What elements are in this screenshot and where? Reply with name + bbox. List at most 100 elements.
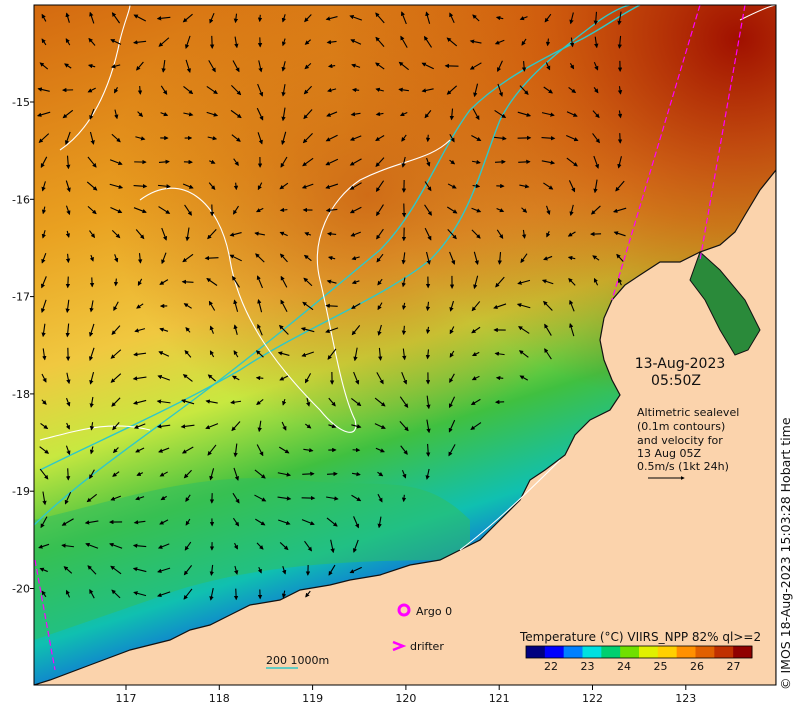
drifter-label: drifter xyxy=(410,640,444,653)
velocity-arrow xyxy=(39,62,49,70)
velocity-arrow xyxy=(303,448,314,453)
colorbar-swatch xyxy=(657,646,678,658)
velocity-arrow xyxy=(156,399,171,404)
velocity-arrow xyxy=(159,279,169,285)
velocity-arrow xyxy=(161,252,167,265)
velocity-arrow xyxy=(471,375,480,381)
velocity-arrow xyxy=(424,204,432,216)
velocity-arrow xyxy=(617,86,623,95)
velocity-arrow xyxy=(65,299,70,314)
isobath-1000m xyxy=(39,5,631,471)
velocity-arrow xyxy=(209,468,215,481)
velocity-arrow xyxy=(136,303,144,309)
velocity-arrow xyxy=(375,135,385,141)
velocity-arrow xyxy=(471,301,481,312)
velocity-arrow xyxy=(184,541,192,551)
velocity-arrow xyxy=(89,469,95,480)
velocity-arrow xyxy=(258,60,263,73)
velocity-arrow xyxy=(518,159,531,165)
map-frame xyxy=(33,4,777,686)
velocity-arrow xyxy=(255,350,264,358)
velocity-arrow xyxy=(160,112,169,117)
latitude-ticks: -15 -16 -17 -18 -19 -20 xyxy=(12,96,34,596)
velocity-arrow xyxy=(281,38,287,47)
velocity-arrow xyxy=(377,493,383,503)
velocity-arrow xyxy=(519,375,529,381)
velocity-arrow xyxy=(519,16,528,21)
velocity-arrow xyxy=(376,228,384,240)
velocity-arrow xyxy=(447,183,457,189)
lon-tick-label: 117 xyxy=(116,692,137,705)
lon-tick-label: 122 xyxy=(582,692,603,705)
velocity-arrow xyxy=(88,37,96,46)
velocity-arrow xyxy=(375,87,384,93)
velocity-arrow xyxy=(156,16,171,21)
velocity-arrow xyxy=(398,87,409,92)
lon-tick-label: 120 xyxy=(395,692,416,705)
velocity-arrow xyxy=(375,157,385,167)
colorbar-ticks: 22 23 24 25 26 27 xyxy=(544,660,741,673)
velocity-arrow xyxy=(41,399,47,405)
velocity-arrow xyxy=(233,299,239,312)
velocity-arrow xyxy=(566,135,579,142)
velocity-arrow xyxy=(185,59,191,73)
velocity-arrow xyxy=(233,182,239,191)
velocity-arrow xyxy=(256,275,263,289)
velocity-arrow xyxy=(613,231,626,237)
velocity-arrow xyxy=(158,37,170,47)
velocity-arrow xyxy=(280,299,288,312)
velocity-arrow xyxy=(281,61,286,72)
velocity-arrow xyxy=(280,275,288,288)
velocity-arrow xyxy=(300,327,315,333)
lon-tick-label: 123 xyxy=(675,692,696,705)
velocity-arrow xyxy=(206,277,218,286)
velocity-arrow xyxy=(325,16,338,21)
velocity-arrow xyxy=(231,421,241,432)
velocity-arrow xyxy=(304,540,313,552)
velocity-arrow xyxy=(181,279,194,285)
velocity-arrow xyxy=(257,83,264,97)
velocity-arrow xyxy=(375,447,385,453)
velocity-arrow xyxy=(401,134,407,142)
velocity-arrow xyxy=(279,542,289,551)
velocity-arrow xyxy=(546,231,551,238)
velocity-arrow xyxy=(544,348,552,360)
velocity-arrow xyxy=(233,350,239,358)
velocity-arrow xyxy=(352,539,359,553)
colorbar-swatch xyxy=(544,646,565,658)
drifter-tracks xyxy=(34,5,746,671)
note-line-3: and velocity for xyxy=(637,434,723,447)
velocity-arrow xyxy=(42,348,47,361)
velocity-arrow xyxy=(375,12,385,24)
velocity-arrow xyxy=(278,519,291,525)
velocity-arrow xyxy=(87,156,97,168)
velocity-arrow xyxy=(327,88,337,93)
colorbar-swatch xyxy=(714,646,734,658)
lon-tick-label: 119 xyxy=(302,692,323,705)
velocity-arrow xyxy=(132,543,147,548)
velocity-arrow xyxy=(401,302,407,310)
velocity-arrow xyxy=(303,109,313,120)
velocity-arrow xyxy=(62,109,74,119)
velocity-arrow xyxy=(496,207,505,213)
velocity-arrow xyxy=(183,303,192,309)
velocity-arrow xyxy=(231,375,240,381)
velocity-arrow xyxy=(209,564,214,576)
velocity-arrow xyxy=(350,39,362,45)
velocity-arrow xyxy=(349,15,363,21)
velocity-arrow xyxy=(350,231,361,237)
velocity-arrow xyxy=(351,63,361,68)
velocity-arrow xyxy=(182,374,193,382)
colorbar xyxy=(526,646,753,658)
velocity-arrow xyxy=(518,350,529,358)
velocity-arrow xyxy=(233,542,238,550)
velocity-arrow xyxy=(136,61,144,71)
velocity-arrow xyxy=(157,184,171,189)
velocity-arrow xyxy=(350,111,361,117)
velocity-arrow xyxy=(569,12,574,25)
velocity-arrow xyxy=(109,183,124,189)
velocity-arrow xyxy=(471,207,482,213)
velocity-arrow xyxy=(135,229,145,240)
velocity-arrow xyxy=(494,136,507,141)
sealevel-contours xyxy=(39,5,776,551)
